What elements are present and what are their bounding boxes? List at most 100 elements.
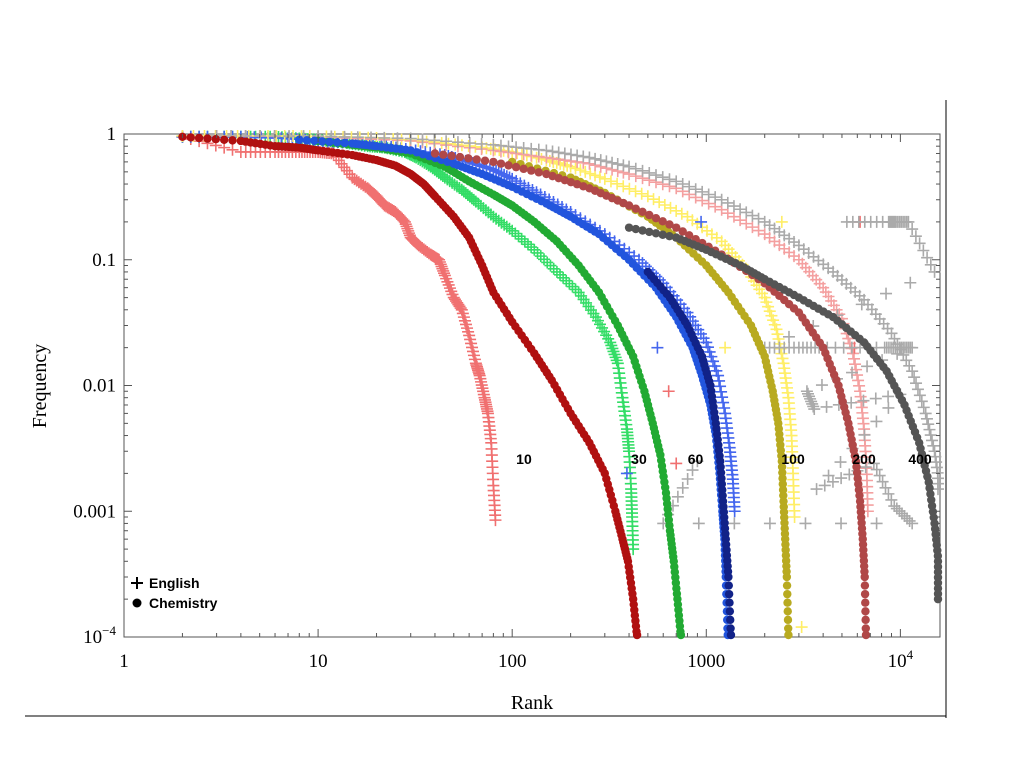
data-point <box>895 507 908 520</box>
data-point <box>540 144 553 157</box>
data-point <box>919 407 932 420</box>
data-point <box>678 227 687 236</box>
annotation-label: 30 <box>631 451 647 467</box>
data-point <box>302 136 312 145</box>
data-point <box>506 224 519 237</box>
data-point <box>635 187 648 200</box>
data-point <box>806 397 819 410</box>
data-point <box>681 472 694 485</box>
data-point <box>775 215 788 228</box>
x-tick-label: 1000 <box>687 651 725 672</box>
data-point <box>463 137 476 150</box>
y-tick-label: 0.001 <box>73 501 116 522</box>
data-point <box>783 598 792 607</box>
data-point <box>492 166 505 179</box>
data-point <box>860 589 870 599</box>
data-point <box>211 134 221 144</box>
data-point <box>689 183 702 196</box>
data-point <box>908 371 921 384</box>
data-point <box>740 206 753 219</box>
x-axis-title: Rank <box>511 692 553 714</box>
data-point <box>378 131 391 144</box>
data-point <box>560 274 573 287</box>
data-point <box>752 224 765 237</box>
data-point <box>340 138 349 148</box>
data-point <box>670 204 683 217</box>
data-point <box>763 517 776 530</box>
x-tick-label: 1 <box>119 651 129 672</box>
data-point <box>496 159 506 168</box>
data-point <box>569 283 582 296</box>
data-point <box>464 154 473 163</box>
data-point <box>853 379 866 392</box>
data-point <box>631 204 640 213</box>
data-point <box>752 212 765 225</box>
data-point <box>510 141 523 154</box>
data-point <box>917 244 930 257</box>
data-point <box>725 607 735 616</box>
data-point <box>665 231 674 241</box>
data-point <box>518 235 531 248</box>
data-point <box>583 151 596 164</box>
data-point <box>870 517 883 530</box>
data-point <box>650 169 663 182</box>
data-point <box>605 339 618 352</box>
data-point <box>770 323 783 336</box>
data-point <box>849 358 862 371</box>
data-point <box>535 152 548 165</box>
legend-label-english: English <box>149 575 200 591</box>
data-point <box>489 157 498 167</box>
data-point <box>740 217 753 230</box>
data-point <box>726 624 735 633</box>
data-point <box>552 146 565 159</box>
data-point <box>734 203 747 216</box>
data-point <box>846 347 859 360</box>
data-point <box>517 142 530 155</box>
data-point <box>624 201 634 210</box>
data-point <box>799 517 812 530</box>
data-point <box>439 150 448 159</box>
data-point <box>624 223 634 232</box>
data-point <box>846 366 859 379</box>
curve-annotations: 10 30 60 100 200 400 <box>516 451 932 467</box>
data-point <box>869 392 882 405</box>
data-point <box>880 287 893 300</box>
data-point <box>554 268 567 281</box>
data-point <box>876 475 889 488</box>
data-point <box>903 514 916 527</box>
data-point <box>631 224 640 234</box>
data-point <box>804 392 817 405</box>
data-point <box>675 207 688 220</box>
data-point <box>724 589 734 599</box>
data-point <box>926 434 939 447</box>
data-point <box>643 166 656 179</box>
data-point <box>494 139 507 152</box>
data-point <box>589 169 602 182</box>
data-point <box>651 213 661 223</box>
data-point <box>550 265 563 278</box>
data-point <box>815 379 828 392</box>
series-0 <box>176 130 502 527</box>
data-point <box>658 230 667 239</box>
data-point <box>801 387 814 400</box>
data-point <box>728 505 741 518</box>
legend-marker-chemistry <box>132 598 142 608</box>
data-point <box>495 167 508 180</box>
data-point <box>571 149 584 162</box>
data-point <box>665 220 674 229</box>
data-point <box>861 598 870 607</box>
data-point <box>638 226 647 235</box>
data-point <box>611 158 624 171</box>
data-point <box>670 457 683 470</box>
data-point <box>932 483 944 496</box>
data-point <box>569 162 582 175</box>
data-point <box>771 328 784 341</box>
data-point <box>579 165 592 178</box>
data-point <box>527 166 536 175</box>
legend: English Chemistry <box>131 575 218 611</box>
data-point <box>651 229 661 238</box>
data-point <box>909 230 922 243</box>
data-point <box>695 215 708 228</box>
data-point <box>923 423 936 436</box>
series-6 <box>620 215 708 480</box>
